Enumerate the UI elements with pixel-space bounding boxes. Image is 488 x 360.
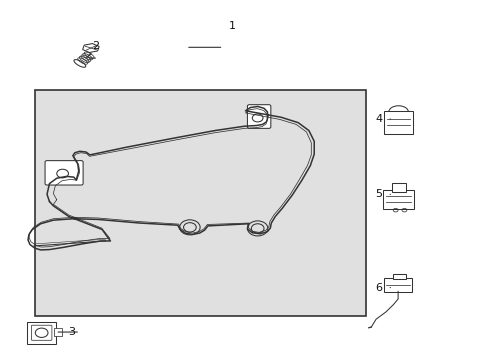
Text: 4: 4 (374, 114, 382, 124)
FancyBboxPatch shape (54, 328, 61, 336)
FancyBboxPatch shape (383, 190, 413, 209)
FancyBboxPatch shape (383, 278, 411, 292)
Text: 5: 5 (374, 189, 381, 199)
FancyBboxPatch shape (31, 325, 52, 340)
Bar (35, 90, 366, 316)
Text: 6: 6 (374, 283, 381, 293)
FancyBboxPatch shape (247, 105, 270, 129)
Text: 3: 3 (68, 327, 75, 337)
FancyBboxPatch shape (45, 161, 83, 185)
FancyBboxPatch shape (392, 274, 406, 279)
FancyBboxPatch shape (391, 183, 406, 192)
Text: 1: 1 (228, 21, 235, 31)
FancyBboxPatch shape (384, 111, 412, 134)
Text: 2: 2 (92, 41, 99, 50)
FancyBboxPatch shape (27, 322, 56, 343)
